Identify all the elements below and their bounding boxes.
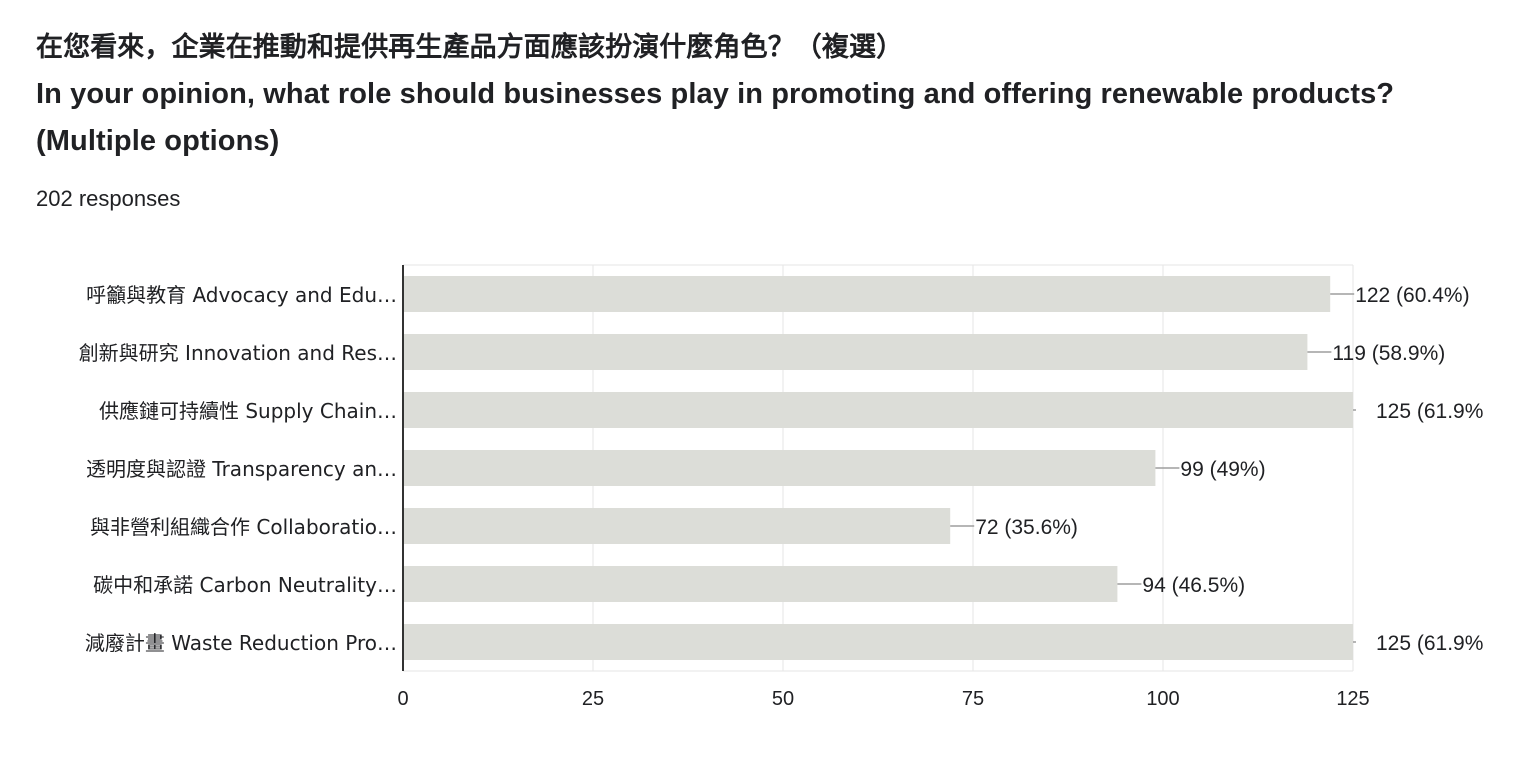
- question-title-en-options: (Multiple options): [36, 125, 280, 157]
- x-tick-label: 75: [962, 688, 984, 710]
- value-label: 94 (46.5%): [1142, 574, 1245, 597]
- bar: [403, 508, 951, 544]
- bar: [403, 450, 1156, 486]
- value-label: 99 (49%): [1180, 458, 1265, 481]
- bar: [403, 624, 1353, 660]
- value-label: 125 (61.9%: [1376, 400, 1483, 423]
- response-count: 202 responses: [36, 186, 181, 211]
- category-label: 透明度與認證 Transparency an…: [86, 457, 397, 481]
- category-label: 創新與研究 Innovation and Res…: [79, 341, 397, 365]
- value-label: 72 (35.6%): [975, 516, 1078, 539]
- question-header: 在您看來，企業在推動和提供再生產品方面應該扮演什麼角色？（複選） In your…: [36, 24, 1496, 165]
- value-label: 122 (60.4%): [1355, 284, 1469, 307]
- value-label: 125 (61.9%: [1376, 632, 1483, 655]
- category-label: 供應鏈可持續性 Supply Chain…: [99, 399, 397, 423]
- value-label: 119 (58.9%): [1332, 342, 1445, 365]
- category-label: 碳中和承諾 Carbon Neutrality…: [93, 573, 397, 597]
- bar: [403, 392, 1353, 428]
- x-tick-label: 0: [397, 688, 408, 710]
- question-title-en: In your opinion, what role should busine…: [36, 78, 1395, 110]
- category-label: 減廢計畫 Waste Reduction Pro…: [85, 631, 397, 655]
- bar: [403, 276, 1331, 312]
- bar: [403, 334, 1308, 370]
- category-label: 呼籲與教育 Advocacy and Edu…: [86, 283, 397, 307]
- x-tick-label: 125: [1336, 688, 1369, 710]
- question-title-zh: 在您看來，企業在推動和提供再生產品方面應該扮演什麼角色？（複選）: [36, 32, 904, 63]
- category-label: 與非營利組織合作 Collaboratio…: [90, 515, 397, 539]
- x-tick-label: 50: [772, 688, 794, 710]
- x-tick-label: 25: [582, 688, 604, 710]
- bar: [403, 566, 1118, 602]
- x-tick-label: 100: [1146, 688, 1179, 710]
